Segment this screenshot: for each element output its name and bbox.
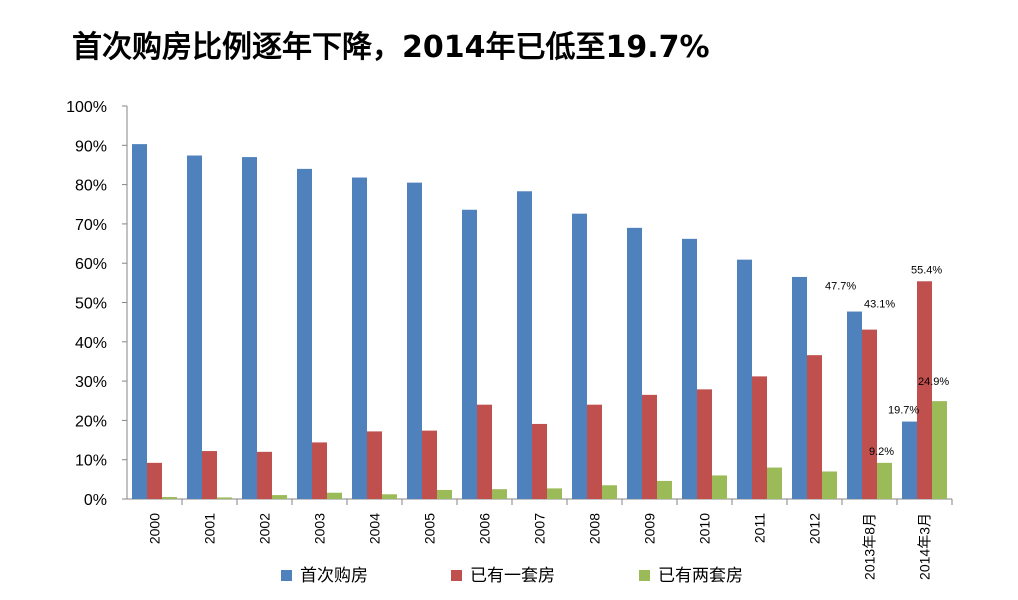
- bar: [352, 177, 367, 499]
- bar: [327, 492, 342, 499]
- bar: [807, 355, 822, 499]
- data-label: 9.2%: [869, 446, 894, 458]
- bar: [272, 495, 287, 499]
- bar: [492, 489, 507, 499]
- x-tick-label: 2009: [642, 513, 658, 544]
- bar: [767, 467, 782, 499]
- legend-swatch: [639, 570, 650, 581]
- bar: [147, 462, 162, 499]
- legend-label: 已有一套房: [470, 566, 555, 586]
- legend-swatch: [281, 570, 292, 581]
- x-tick-label: 2002: [257, 513, 273, 544]
- bar: [862, 329, 877, 499]
- x-tick-label: 2013年8月: [862, 513, 878, 580]
- bar: [162, 497, 177, 499]
- bar: [627, 227, 642, 499]
- y-tick-label: 20%: [75, 413, 107, 430]
- bar: [407, 182, 422, 499]
- page-title: 首次购房比例逐年下降，2014年已低至19.7%: [72, 30, 710, 65]
- x-tick-label: 2012: [807, 513, 823, 544]
- x-tick-label: 2007: [532, 513, 548, 544]
- bar: [367, 431, 382, 499]
- bar: [752, 376, 767, 499]
- chart-legend: 首次购房 已有一套房 已有两套房: [281, 566, 743, 586]
- bar: [297, 168, 312, 499]
- legend-label: 已有两套房: [658, 566, 743, 586]
- legend-swatch: [451, 570, 462, 581]
- y-tick-label: 0%: [84, 492, 107, 509]
- legend-label: 首次购房: [300, 566, 368, 586]
- x-tick-label: 2011: [752, 513, 768, 543]
- x-tick-label: 2000: [147, 513, 163, 544]
- chart-data-labels: 47.7% 43.1% 9.2% 19.7% 55.4% 24.9%: [825, 264, 949, 458]
- bar: [932, 401, 947, 499]
- bar: [682, 238, 697, 500]
- bar: [462, 209, 477, 499]
- y-tick-label: 90%: [75, 138, 107, 155]
- chart-axes: 0% 10% 20% 30% 40% 50% 60% 70% 80% 90% 100% 2000 200…: [66, 99, 953, 580]
- y-tick-label: 70%: [75, 217, 107, 234]
- bar: [517, 191, 532, 499]
- bar: [187, 155, 202, 499]
- x-tick-label: 2001: [202, 513, 218, 544]
- bar: [697, 389, 712, 499]
- bar: [202, 451, 217, 499]
- bar: [587, 404, 602, 499]
- bar: [822, 471, 837, 499]
- bar: [712, 475, 727, 499]
- bar: [422, 430, 437, 499]
- bar: [792, 276, 807, 499]
- bar: [477, 404, 492, 499]
- bar: [132, 144, 147, 499]
- y-tick-label: 10%: [75, 453, 107, 470]
- x-tick-label: 2008: [587, 513, 603, 544]
- data-label: 43.1%: [864, 299, 895, 311]
- bar: [382, 494, 397, 499]
- data-label: 47.7%: [825, 281, 856, 293]
- bar: [917, 281, 932, 499]
- bar: [902, 421, 917, 499]
- bar: [312, 442, 327, 499]
- x-tick-label: 2014年3月: [917, 513, 933, 580]
- y-tick-label: 100%: [66, 99, 107, 116]
- data-label: 19.7%: [888, 405, 919, 417]
- y-tick-label: 60%: [75, 256, 107, 273]
- bar: [437, 489, 452, 499]
- bar: [547, 488, 562, 499]
- data-label: 24.9%: [918, 376, 949, 388]
- data-label: 55.4%: [911, 264, 942, 276]
- bar: [657, 480, 672, 499]
- x-tick-label: 2004: [367, 513, 383, 544]
- y-tick-label: 30%: [75, 374, 107, 391]
- bar: [642, 394, 657, 499]
- chart-bars: [132, 144, 947, 500]
- x-tick-label: 2010: [697, 513, 713, 544]
- bar: [242, 157, 257, 499]
- x-tick-label: 2003: [312, 513, 328, 544]
- x-tick-label: 2005: [422, 513, 438, 544]
- bar: [532, 423, 547, 499]
- bar: [602, 485, 617, 499]
- y-tick-label: 80%: [75, 178, 107, 195]
- bar: [877, 462, 892, 499]
- bar: [847, 311, 862, 499]
- bar: [257, 451, 272, 499]
- y-tick-label: 40%: [75, 335, 107, 352]
- x-tick-label: 2006: [477, 513, 493, 544]
- y-tick-label: 50%: [75, 296, 107, 313]
- bar: [737, 259, 752, 499]
- bar: [572, 213, 587, 499]
- bar: [217, 497, 232, 499]
